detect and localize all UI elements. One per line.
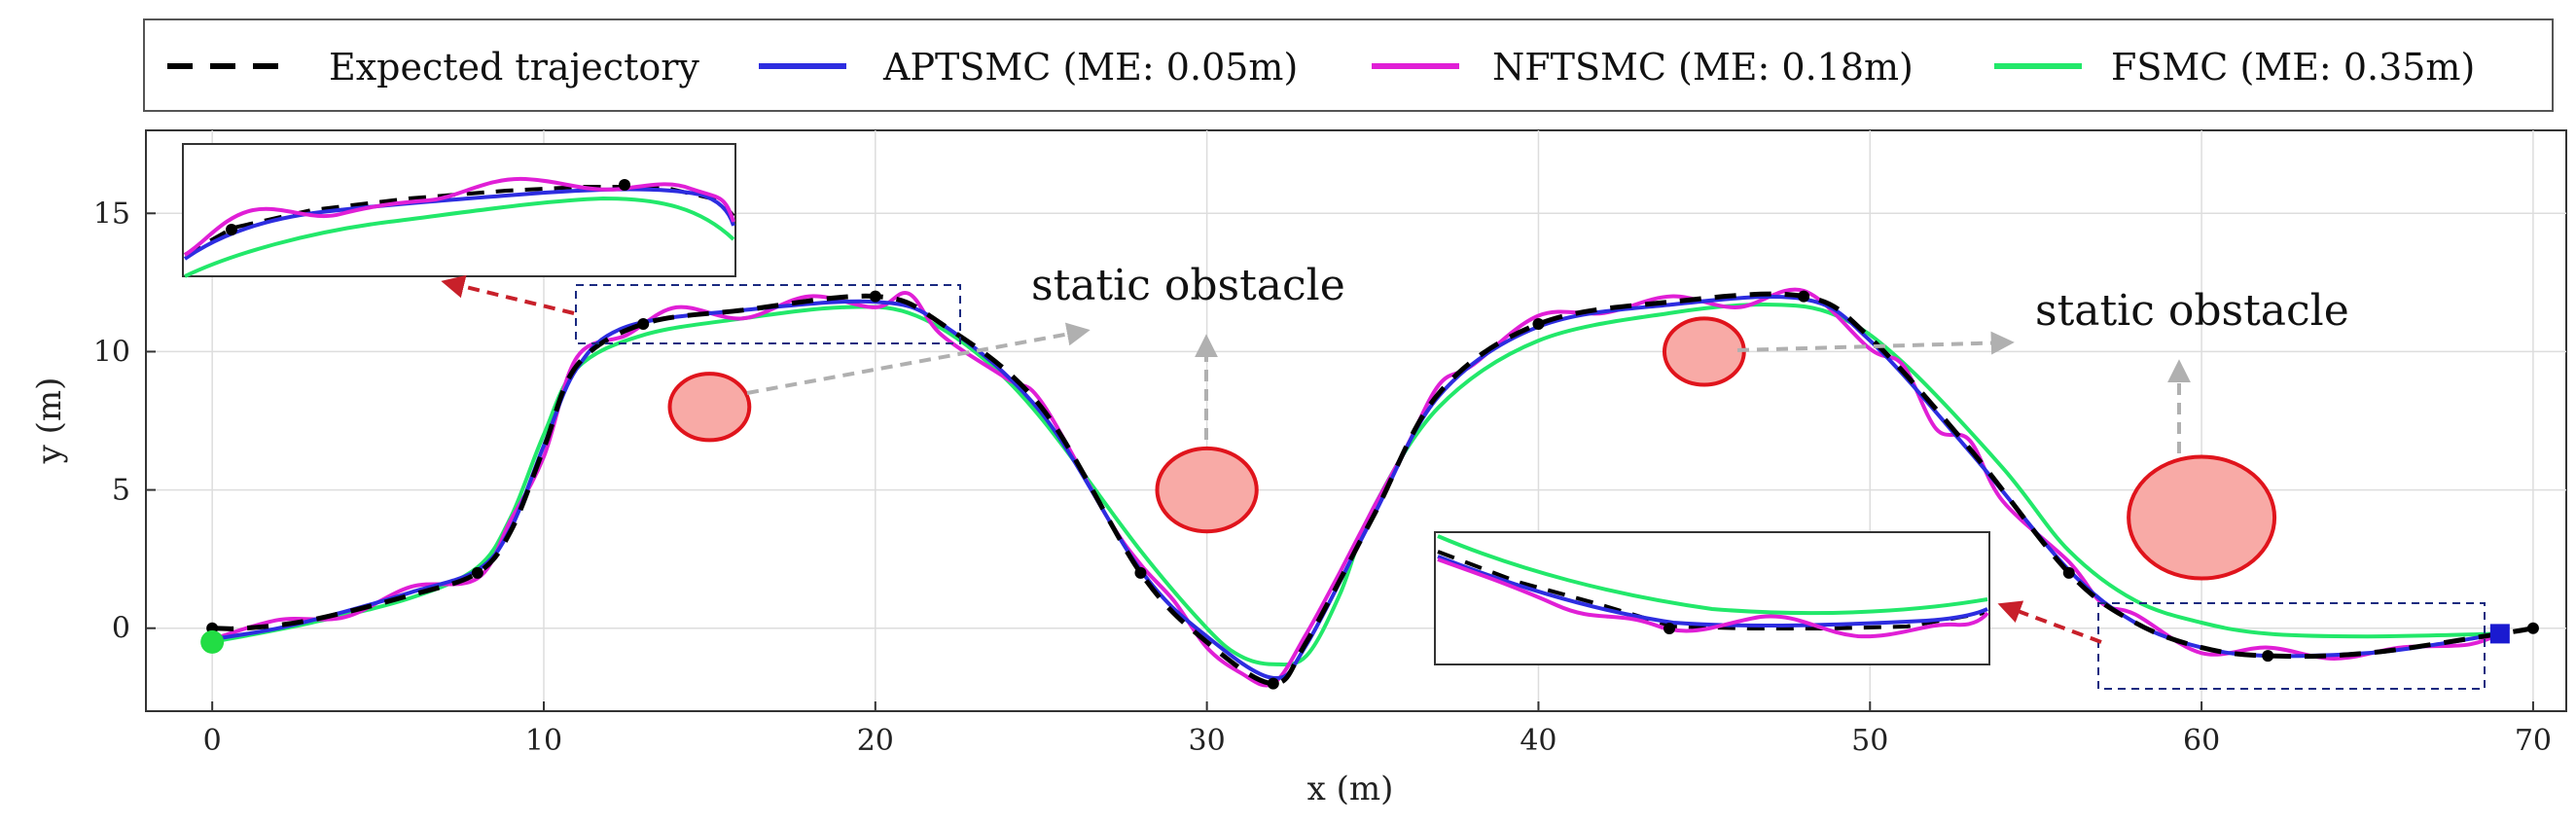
legend-label-1: APTSMC (ME: 0.05m) bbox=[882, 46, 1298, 89]
legend-items: Expected trajectory APTSMC (ME: 0.05m) NFT… bbox=[167, 46, 2475, 89]
obstacle-3 bbox=[1662, 316, 1746, 387]
series-layer bbox=[211, 287, 2534, 688]
legend-box bbox=[143, 18, 2554, 112]
inset-1-aptsmc bbox=[183, 187, 735, 261]
waypoint bbox=[1798, 290, 1810, 303]
zoom-region-2 bbox=[2097, 602, 2486, 690]
inset-zoom-2 bbox=[1434, 531, 1990, 665]
inset-1-waypoint-a bbox=[226, 224, 237, 235]
waypoint bbox=[2062, 566, 2075, 579]
x-tick-label: 70 bbox=[2515, 724, 2552, 758]
x-ticks: 0 10 20 30 40 50 60 70 bbox=[203, 701, 2552, 758]
obstacle-4 bbox=[2127, 454, 2277, 581]
x-tick-label: 40 bbox=[1520, 724, 1556, 758]
obstacle-1 bbox=[667, 372, 752, 443]
waypoint bbox=[2526, 622, 2539, 634]
waypoint bbox=[637, 318, 650, 330]
start-end-markers bbox=[200, 624, 2510, 654]
y-axis-label: y (m) bbox=[30, 377, 69, 465]
end-marker bbox=[2489, 624, 2510, 644]
inset-1-nftsmc bbox=[183, 176, 735, 257]
legend-label-0: Expected trajectory bbox=[329, 46, 699, 89]
inset-1-waypoint-b bbox=[619, 179, 630, 191]
obstacle-arrow-3 bbox=[1736, 331, 2015, 355]
inset-1-fsmc bbox=[184, 196, 735, 278]
waypoint bbox=[869, 290, 881, 303]
x-tick-label: 10 bbox=[525, 724, 562, 758]
inset-2-fsmc bbox=[1437, 534, 1988, 616]
x-tick-label: 20 bbox=[857, 724, 894, 758]
y-tick-label: 15 bbox=[93, 197, 130, 231]
x-tick-label: 30 bbox=[1189, 724, 1226, 758]
inset-2-frame bbox=[1434, 531, 1990, 665]
inset-zoom-1 bbox=[182, 143, 736, 278]
x-tick-label: 0 bbox=[203, 724, 222, 758]
legend-label-2: NFTSMC (ME: 0.18m) bbox=[1492, 46, 1914, 89]
legend-label-3: FSMC (ME: 0.35m) bbox=[2111, 46, 2475, 89]
inset-2-expected bbox=[1437, 550, 1986, 630]
y-tick-label: 0 bbox=[112, 612, 130, 646]
zoom-arrow-1 bbox=[441, 274, 575, 315]
waypoint bbox=[471, 566, 483, 579]
x-tick-label: 50 bbox=[1851, 724, 1888, 758]
annotation-static-obstacle-1: static obstacle bbox=[1031, 261, 1345, 310]
x-tick-label: 60 bbox=[2183, 724, 2220, 758]
inset-2-aptsmc bbox=[1437, 555, 1988, 628]
annotation-static-obstacle-2: static obstacle bbox=[2035, 286, 2349, 336]
y-ticks: 0 5 10 15 bbox=[93, 197, 156, 646]
waypoint bbox=[1134, 566, 1147, 579]
inset-2-waypoint bbox=[1664, 623, 1675, 634]
waypoint bbox=[1267, 677, 1279, 690]
legend: Expected trajectory APTSMC (ME: 0.05m) NFT… bbox=[143, 18, 2554, 112]
x-axis-label: x (m) bbox=[1307, 770, 1394, 808]
start-marker bbox=[200, 629, 225, 654]
zoom-region-1 bbox=[575, 284, 961, 344]
y-tick-label: 10 bbox=[93, 335, 130, 369]
obstacles bbox=[667, 316, 2277, 581]
waypoint bbox=[1532, 318, 1545, 330]
waypoint bbox=[2262, 650, 2274, 663]
inset-2-nftsmc bbox=[1437, 557, 1989, 639]
y-tick-label: 5 bbox=[112, 474, 130, 508]
obstacle-2 bbox=[1155, 446, 1259, 534]
series-line-0 bbox=[212, 291, 2534, 687]
zoom-arrow-2 bbox=[1997, 600, 2102, 644]
